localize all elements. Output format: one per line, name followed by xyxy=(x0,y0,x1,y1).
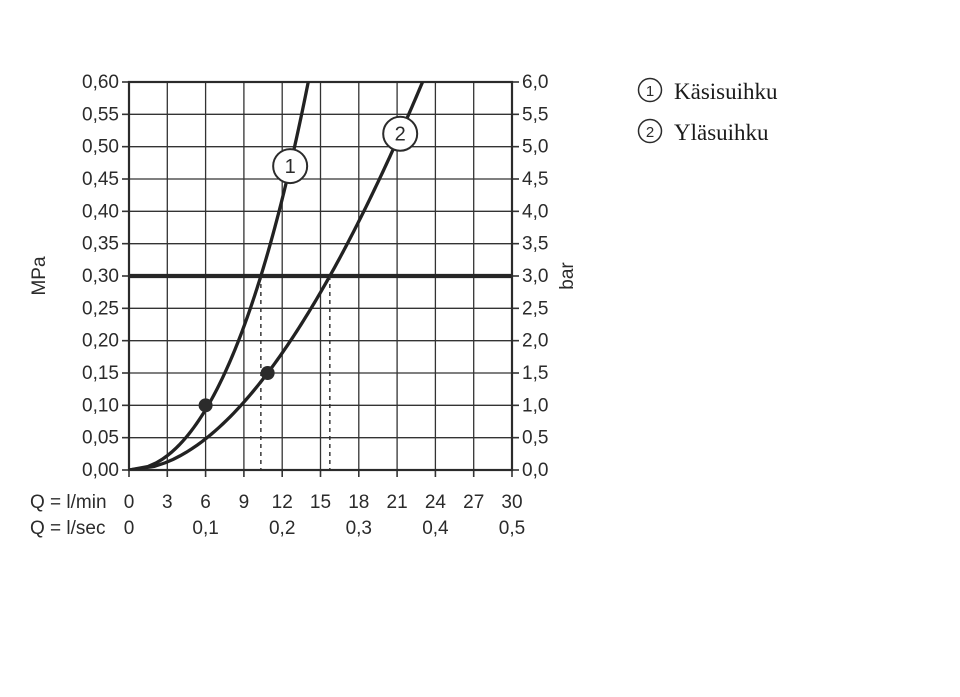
svg-text:0,45: 0,45 xyxy=(82,169,119,190)
svg-text:0,25: 0,25 xyxy=(82,298,119,319)
svg-text:0,5: 0,5 xyxy=(522,428,548,449)
svg-text:3,0: 3,0 xyxy=(522,266,548,287)
svg-text:2,0: 2,0 xyxy=(522,331,548,352)
svg-text:0,1: 0,1 xyxy=(192,518,218,539)
svg-text:18: 18 xyxy=(348,492,369,513)
svg-text:1,0: 1,0 xyxy=(522,395,548,416)
svg-text:6,0: 6,0 xyxy=(522,72,548,93)
svg-text:6: 6 xyxy=(200,492,211,513)
svg-text:0: 0 xyxy=(124,518,135,539)
svg-text:Käsisuihku: Käsisuihku xyxy=(674,79,778,104)
svg-text:3,5: 3,5 xyxy=(522,234,548,255)
svg-text:0,40: 0,40 xyxy=(82,201,119,222)
svg-text:2: 2 xyxy=(395,124,406,146)
svg-text:0,5: 0,5 xyxy=(499,518,525,539)
svg-text:Yläsuihku: Yläsuihku xyxy=(674,120,769,145)
svg-text:Q = l/min: Q = l/min xyxy=(30,492,107,513)
svg-text:0,2: 0,2 xyxy=(269,518,295,539)
svg-text:Q = l/sec: Q = l/sec xyxy=(30,518,106,539)
svg-text:5,5: 5,5 xyxy=(522,104,548,125)
svg-text:12: 12 xyxy=(272,492,293,513)
svg-text:0,05: 0,05 xyxy=(82,428,119,449)
svg-text:1: 1 xyxy=(646,83,654,100)
svg-text:0,35: 0,35 xyxy=(82,234,119,255)
svg-text:4,5: 4,5 xyxy=(522,169,548,190)
svg-text:0,0: 0,0 xyxy=(522,460,548,481)
svg-text:2: 2 xyxy=(646,124,654,141)
svg-text:30: 30 xyxy=(501,492,522,513)
svg-text:3: 3 xyxy=(162,492,173,513)
svg-text:21: 21 xyxy=(387,492,408,513)
svg-text:5,0: 5,0 xyxy=(522,137,548,158)
svg-text:0: 0 xyxy=(124,492,135,513)
svg-text:24: 24 xyxy=(425,492,447,513)
svg-text:0,60: 0,60 xyxy=(82,72,119,93)
svg-text:27: 27 xyxy=(463,492,484,513)
svg-text:0,15: 0,15 xyxy=(82,363,119,384)
svg-text:1: 1 xyxy=(285,156,296,178)
svg-text:0,50: 0,50 xyxy=(82,137,119,158)
svg-text:0,10: 0,10 xyxy=(82,395,119,416)
svg-text:bar: bar xyxy=(557,262,578,290)
svg-text:1,5: 1,5 xyxy=(522,363,548,384)
svg-text:0,00: 0,00 xyxy=(82,460,119,481)
svg-text:0,30: 0,30 xyxy=(82,266,119,287)
svg-text:MPa: MPa xyxy=(29,256,50,296)
svg-text:0,55: 0,55 xyxy=(82,104,119,125)
svg-text:2,5: 2,5 xyxy=(522,298,548,319)
svg-text:9: 9 xyxy=(239,492,250,513)
svg-text:4,0: 4,0 xyxy=(522,201,548,222)
svg-text:0,20: 0,20 xyxy=(82,331,119,352)
svg-text:0,3: 0,3 xyxy=(346,518,372,539)
svg-text:15: 15 xyxy=(310,492,331,513)
svg-text:0,4: 0,4 xyxy=(422,518,449,539)
